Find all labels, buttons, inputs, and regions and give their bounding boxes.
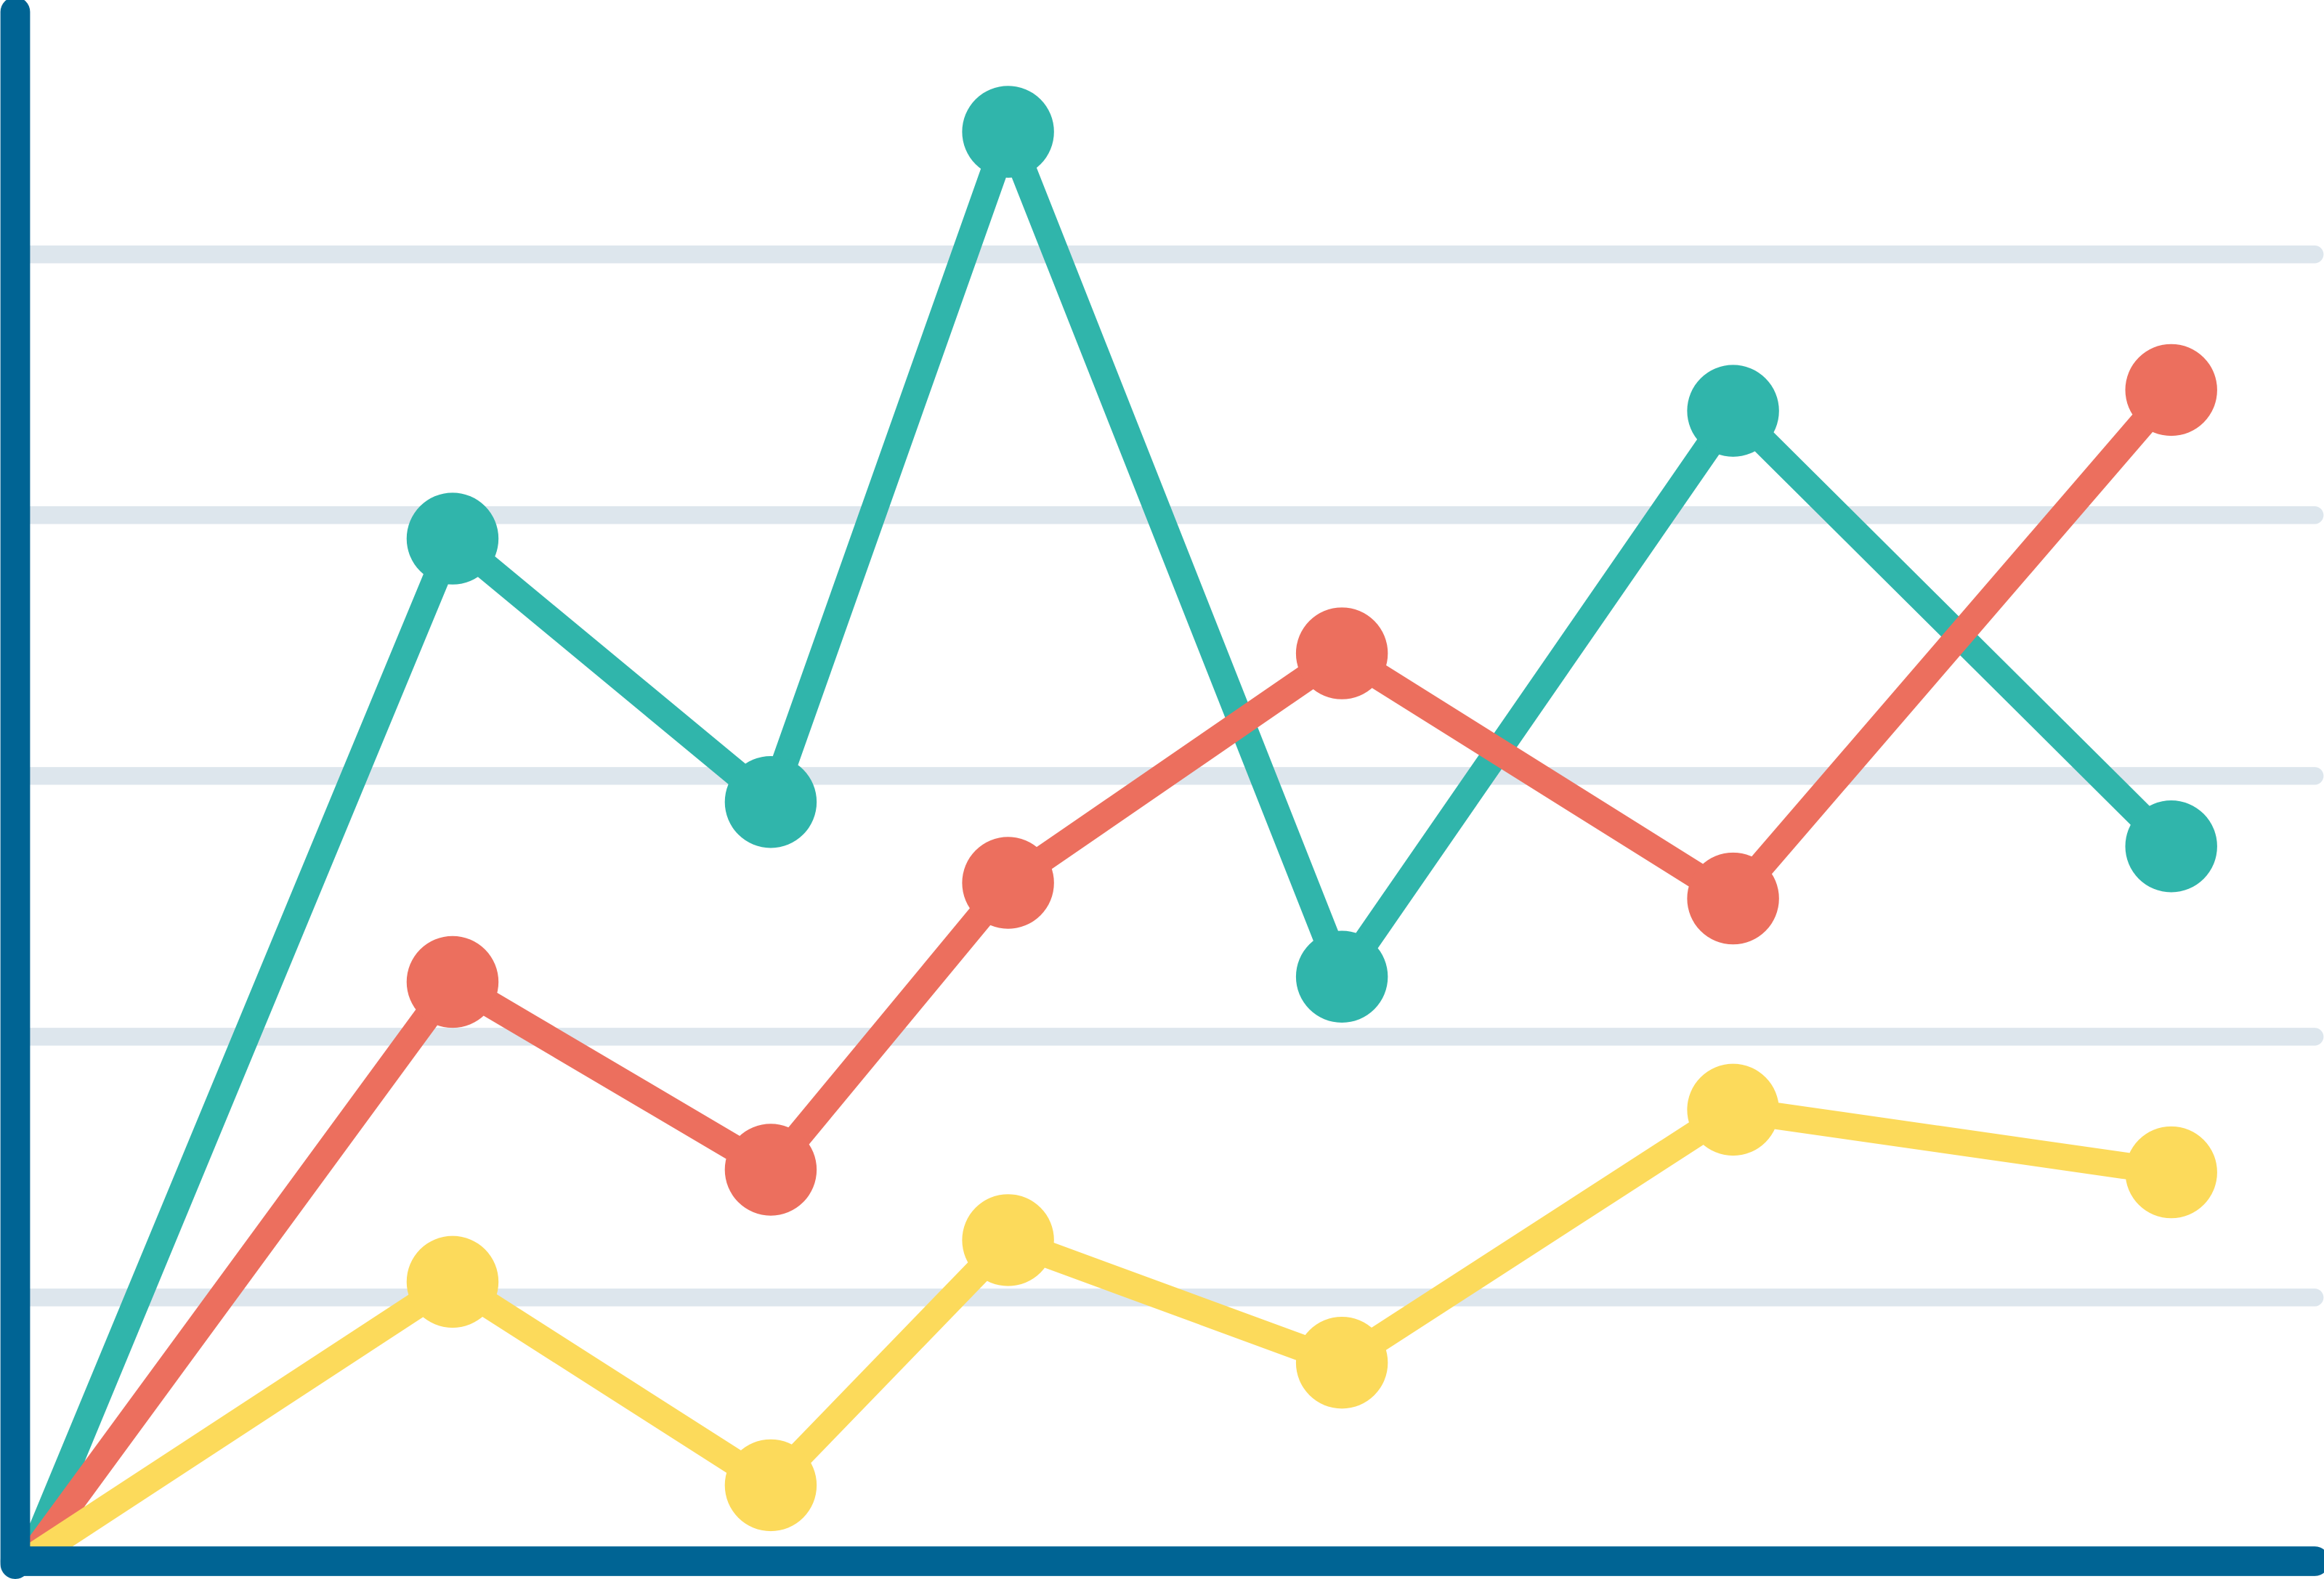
data-point	[1295, 930, 1388, 1023]
data-point	[406, 1235, 499, 1328]
data-point	[2125, 344, 2217, 437]
data-point	[962, 1194, 1054, 1286]
data-point	[1295, 1316, 1388, 1409]
data-point	[1687, 365, 1779, 457]
data-point	[1687, 852, 1779, 945]
data-point	[962, 86, 1054, 178]
data-point	[1295, 607, 1388, 699]
series-line	[19, 381, 2182, 1567]
data-point	[1687, 1063, 1779, 1156]
data-point	[962, 837, 1054, 929]
data-point	[724, 755, 817, 848]
data-point	[2125, 800, 2217, 893]
data-point	[2125, 1126, 2217, 1219]
data-point	[406, 492, 499, 585]
data-point	[406, 935, 499, 1028]
data-point	[724, 1124, 817, 1216]
data-point	[724, 1439, 817, 1532]
series-line	[23, 1095, 2174, 1570]
